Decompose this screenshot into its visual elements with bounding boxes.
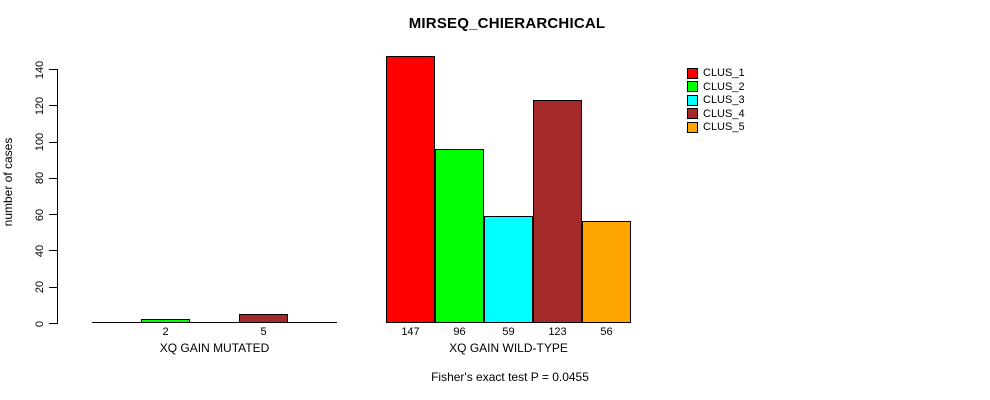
- y-axis-tick: [49, 286, 57, 288]
- bar-clus_1: [386, 56, 435, 323]
- legend-swatch: [687, 67, 698, 79]
- bar-clus_4: [533, 99, 582, 323]
- bar-clus_2: [435, 148, 484, 323]
- group-baseline: [92, 322, 337, 323]
- y-axis-tick: [49, 214, 57, 216]
- y-axis-tick-label: 100: [34, 132, 46, 152]
- y-axis-tick-label: 120: [34, 96, 46, 115]
- legend-swatch: [687, 108, 698, 120]
- legend-swatch: [687, 94, 698, 106]
- y-axis-tick: [49, 177, 57, 179]
- legend-item-label: CLUS_5: [703, 121, 745, 134]
- legend-item: CLUS_1: [687, 67, 745, 79]
- bar-clus_5: [582, 221, 631, 323]
- legend-item-label: CLUS_2: [703, 80, 745, 93]
- y-axis-label: number of cases: [1, 137, 15, 227]
- bar-value-label: 147: [401, 326, 420, 338]
- bar-clus_3: [484, 215, 533, 323]
- bar-value-label: 56: [600, 326, 613, 338]
- caption-text: Fisher's exact test P = 0.0455: [431, 370, 589, 384]
- y-axis-tick: [49, 141, 57, 143]
- y-axis-line: [57, 69, 58, 324]
- bar-value-label: 2: [162, 326, 169, 338]
- legend-swatch: [687, 81, 698, 93]
- bar-value-label: 123: [548, 326, 567, 338]
- bar-clus_4: [239, 313, 288, 323]
- legend-item-label: CLUS_1: [703, 67, 745, 79]
- y-axis-tick: [49, 105, 57, 107]
- legend-item: CLUS_4: [687, 108, 745, 120]
- x-group-label: XQ GAIN WILD-TYPE: [449, 341, 568, 355]
- y-axis-tick-label: 140: [34, 60, 46, 79]
- x-group-label: XQ GAIN MUTATED: [159, 341, 270, 355]
- y-axis-tick-label: 80: [34, 172, 46, 185]
- legend-item-label: CLUS_4: [703, 107, 745, 120]
- y-axis-tick-label: 60: [34, 208, 46, 221]
- y-axis-tick: [49, 323, 57, 324]
- bar-value-label: 96: [453, 326, 466, 338]
- bar-value-label: 5: [260, 326, 267, 338]
- legend-swatch: [687, 121, 698, 133]
- y-axis-tick-label: 40: [34, 244, 46, 258]
- y-axis-tick-label: 20: [34, 281, 46, 294]
- y-axis-tick: [49, 69, 57, 70]
- legend-item: CLUS_5: [687, 121, 745, 133]
- y-axis-tick: [49, 250, 57, 252]
- legend-item: CLUS_2: [687, 81, 745, 93]
- y-axis-tick-label: 0: [34, 320, 46, 327]
- legend-item: CLUS_3: [687, 94, 745, 106]
- legend-item-label: CLUS_3: [703, 94, 745, 107]
- chart-title: MIRSEQ_CHIERARCHICAL: [408, 15, 606, 32]
- bar-clus_2: [141, 319, 190, 323]
- bar-value-label: 59: [502, 326, 515, 338]
